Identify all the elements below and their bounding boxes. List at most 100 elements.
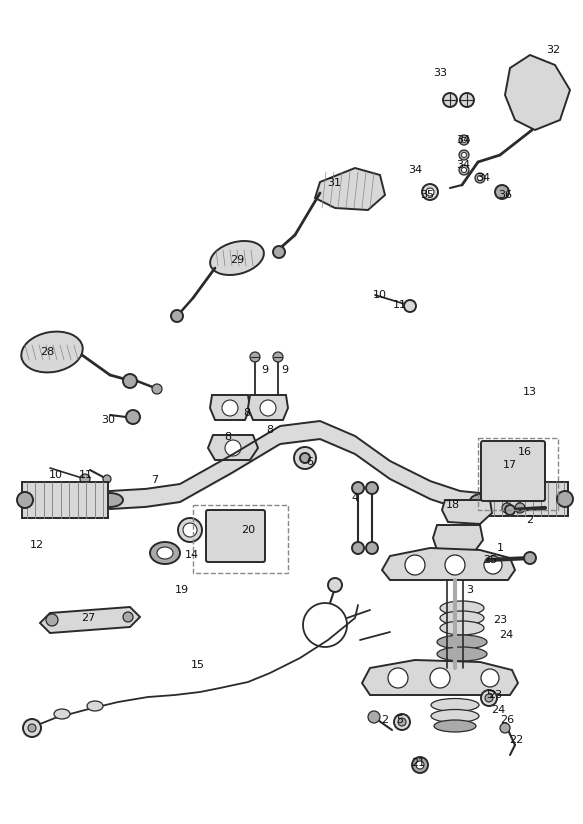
Circle shape [462, 167, 466, 172]
Text: 34: 34 [408, 165, 422, 175]
Ellipse shape [210, 241, 264, 275]
Polygon shape [208, 435, 258, 460]
Text: 19: 19 [175, 585, 189, 595]
Text: 26: 26 [500, 715, 514, 725]
Circle shape [366, 482, 378, 494]
Circle shape [225, 440, 241, 456]
Polygon shape [248, 395, 288, 420]
Text: 23: 23 [488, 690, 502, 700]
Circle shape [126, 410, 140, 424]
Text: 34: 34 [476, 173, 490, 183]
Circle shape [462, 152, 466, 157]
Ellipse shape [437, 635, 487, 649]
Polygon shape [433, 525, 483, 555]
Text: 11: 11 [393, 300, 407, 310]
Circle shape [405, 555, 425, 575]
Bar [193, 505, 288, 573]
Circle shape [475, 173, 485, 183]
Text: 14: 14 [185, 550, 199, 560]
Text: 5: 5 [486, 690, 493, 700]
Polygon shape [442, 500, 492, 524]
Circle shape [368, 711, 380, 723]
Circle shape [23, 719, 41, 737]
Circle shape [388, 668, 408, 688]
Circle shape [222, 400, 238, 416]
Polygon shape [382, 548, 515, 580]
Ellipse shape [97, 493, 123, 507]
Circle shape [515, 447, 525, 457]
Circle shape [460, 93, 474, 107]
Circle shape [426, 188, 434, 196]
Text: 10: 10 [49, 470, 63, 480]
Ellipse shape [21, 331, 83, 372]
Circle shape [500, 723, 510, 733]
Circle shape [273, 352, 283, 362]
Circle shape [394, 714, 410, 730]
Text: 10: 10 [373, 290, 387, 300]
Circle shape [459, 150, 469, 160]
Text: 8: 8 [266, 425, 273, 435]
Text: 18: 18 [446, 500, 460, 510]
Circle shape [515, 503, 525, 513]
Circle shape [422, 184, 438, 200]
Text: 22: 22 [509, 735, 523, 745]
Text: 35: 35 [420, 190, 434, 200]
Text: 13: 13 [523, 387, 537, 397]
Text: 33: 33 [433, 68, 447, 78]
Circle shape [505, 505, 515, 515]
Text: 2: 2 [526, 515, 533, 525]
Circle shape [103, 475, 111, 483]
Circle shape [183, 523, 197, 537]
Circle shape [477, 176, 483, 180]
Text: 20: 20 [241, 525, 255, 535]
Text: 4: 4 [352, 493, 359, 503]
Text: 17: 17 [503, 460, 517, 470]
Circle shape [273, 246, 285, 258]
Polygon shape [362, 660, 518, 695]
Circle shape [260, 400, 276, 416]
Circle shape [46, 614, 58, 626]
Text: 12: 12 [30, 540, 44, 550]
Polygon shape [505, 55, 570, 130]
Circle shape [28, 724, 36, 732]
Text: 23: 23 [493, 615, 507, 625]
Polygon shape [40, 607, 140, 633]
Circle shape [250, 352, 260, 362]
Circle shape [445, 555, 465, 575]
Text: 7: 7 [152, 475, 159, 485]
Circle shape [416, 761, 424, 769]
Bar [490, 482, 568, 516]
Ellipse shape [150, 542, 180, 564]
Text: 29: 29 [230, 255, 244, 265]
Text: 5: 5 [396, 715, 403, 725]
Circle shape [462, 138, 466, 143]
Ellipse shape [54, 709, 70, 719]
Text: 24: 24 [491, 705, 505, 715]
Circle shape [152, 384, 162, 394]
Bar [478, 438, 558, 510]
Ellipse shape [431, 699, 479, 711]
Text: 11: 11 [79, 470, 93, 480]
Text: 21: 21 [411, 758, 425, 768]
Circle shape [459, 135, 469, 145]
Text: 34: 34 [456, 160, 470, 170]
Circle shape [328, 578, 342, 592]
Text: 9: 9 [261, 365, 269, 375]
Circle shape [502, 503, 512, 513]
Circle shape [366, 542, 378, 554]
Ellipse shape [470, 494, 494, 508]
Text: 6: 6 [307, 457, 314, 467]
Circle shape [557, 491, 573, 507]
Text: 9: 9 [282, 365, 289, 375]
Circle shape [484, 556, 502, 574]
Text: 15: 15 [191, 660, 205, 670]
Circle shape [352, 542, 364, 554]
Ellipse shape [87, 701, 103, 711]
Circle shape [412, 757, 428, 773]
Ellipse shape [157, 547, 173, 559]
Circle shape [524, 552, 536, 564]
Text: 24: 24 [499, 630, 513, 640]
Text: 32: 32 [546, 45, 560, 55]
Circle shape [80, 474, 90, 484]
Text: 2: 2 [381, 715, 388, 725]
